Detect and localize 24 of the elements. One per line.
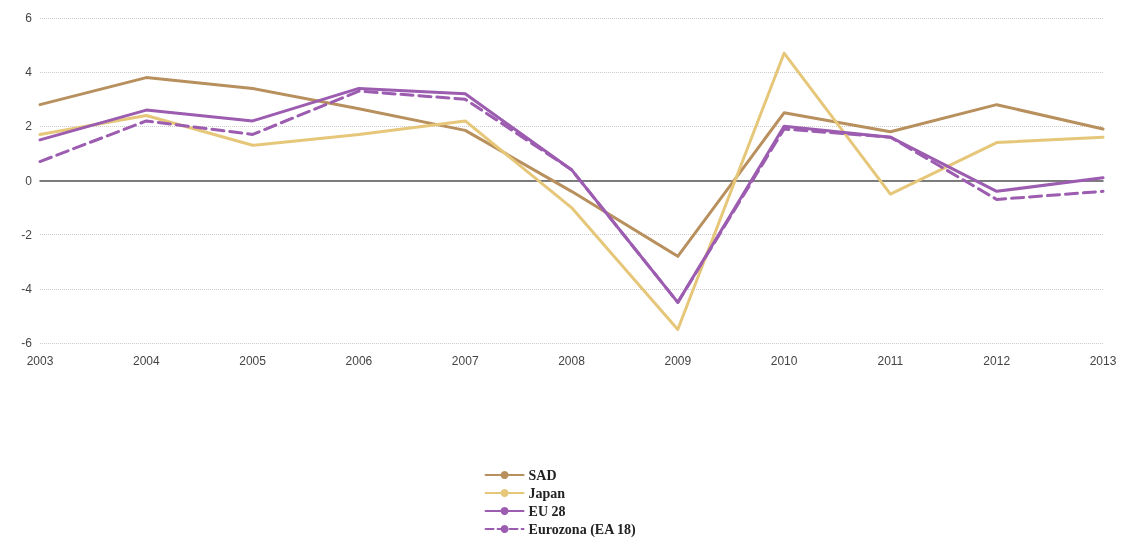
y-tick-label: 0	[25, 173, 33, 188]
legend-label: SAD	[528, 467, 557, 483]
y-tick-label: -2	[21, 227, 33, 242]
x-tick-label: 2006	[345, 354, 373, 368]
x-tick-label: 2007	[451, 354, 479, 368]
legend-label: Eurozona (EA 18)	[528, 521, 636, 538]
x-tick-label: 2012	[983, 354, 1011, 368]
x-tick-label: 2003	[26, 354, 54, 368]
y-tick-label: -4	[21, 281, 33, 296]
y-tick-label: 6	[25, 11, 33, 25]
legend-label: EU 28	[528, 503, 566, 519]
x-tick-label: 2013	[1089, 354, 1117, 368]
line-series	[38, 76, 1105, 258]
legend-label: Japan	[528, 485, 566, 501]
line-series	[38, 51, 1105, 331]
x-tick-label: 2008	[558, 354, 586, 368]
x-tick-label: 2004	[132, 354, 160, 368]
x-tick-label: 2009	[664, 354, 692, 368]
x-tick-label: 2011	[877, 354, 904, 368]
x-tick-label: 2005	[239, 354, 267, 368]
y-tick-label: 4	[25, 65, 33, 80]
y-tick-label: -6	[21, 336, 33, 350]
x-tick-label: 2010	[770, 354, 798, 368]
y-tick-label: 2	[25, 119, 33, 134]
